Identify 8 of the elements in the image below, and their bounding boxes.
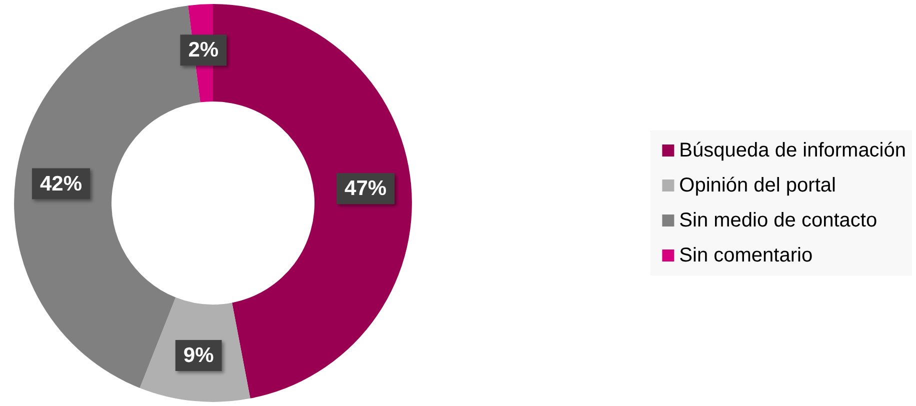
- data-label: 2%: [188, 38, 219, 62]
- data-label: 9%: [183, 344, 214, 368]
- legend-label: Opinión del portal: [679, 174, 836, 196]
- legend-label: Búsqueda de información: [679, 140, 906, 162]
- legend-label: Sin medio de contacto: [679, 210, 878, 232]
- legend-label: Sin comentario: [679, 244, 813, 266]
- data-label: 47%: [344, 177, 387, 200]
- data-label: 42%: [40, 172, 82, 196]
